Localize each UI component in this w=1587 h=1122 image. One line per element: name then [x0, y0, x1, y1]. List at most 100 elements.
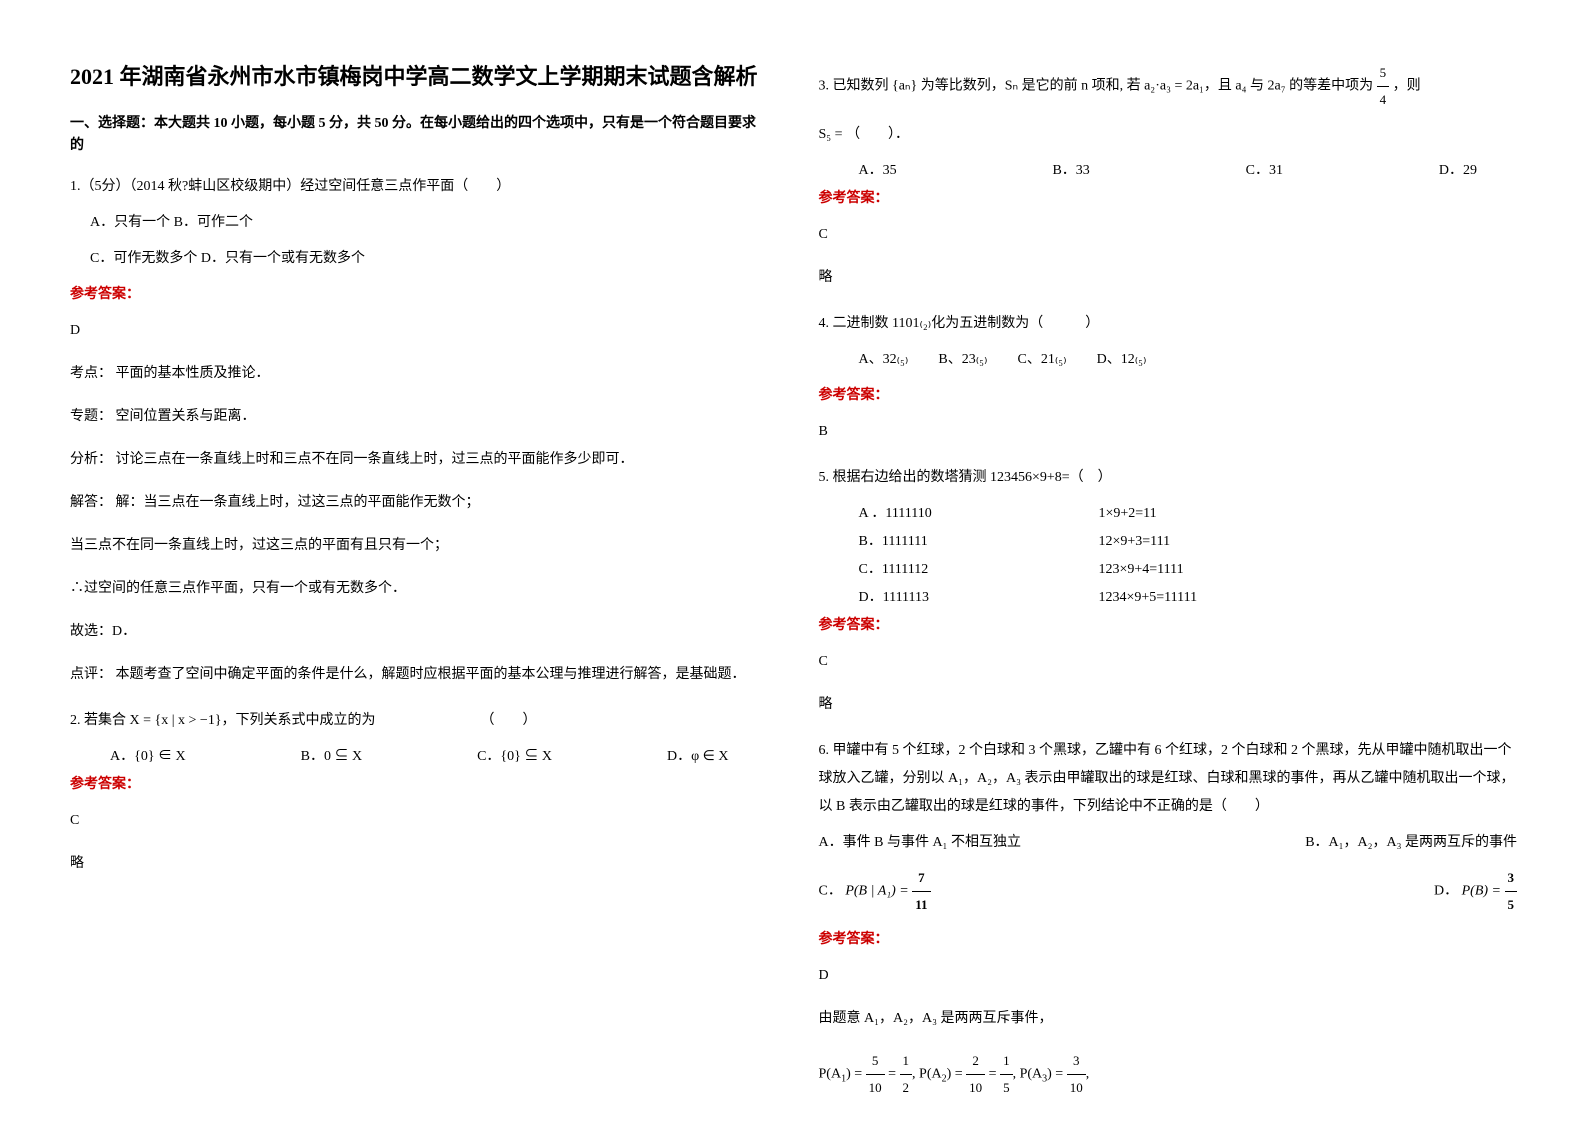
- q4-options: A、32₍₅₎ B、23₍₅₎ C、21₍₅₎ D、12₍₅₎: [859, 346, 1518, 374]
- q1-options-2: C．可作无数多个 D．只有一个或有无数多个: [90, 245, 769, 273]
- q6-optc-prefix: C．: [819, 884, 842, 899]
- q1-opt-d: D．只有一个或有无数多个: [201, 251, 365, 266]
- q3-opt-a: A．35: [859, 157, 897, 185]
- q2-opt-b: B．0 ⊆ X: [301, 743, 362, 771]
- question-3: 3. 已知数列 {aₙ} 为等比数列，Sₙ 是它的前 n 项和, 若 a₂·a₃…: [819, 60, 1518, 292]
- q6-explain1: 由题意 A₁，A₂，A₃ 是两两互斥事件，: [819, 1005, 1518, 1033]
- zhuanti-text: 空间位置关系与距离．: [116, 409, 256, 424]
- table-row: A ．1111110 1×9+2=11: [859, 500, 1518, 528]
- q2-opt-d: D．φ ∈ X: [667, 743, 729, 771]
- q1-answer: D: [70, 317, 769, 345]
- q1-jieda: 解答： 解：当三点在一条直线上时，过这三点的平面能作无数个；: [70, 489, 769, 517]
- question-2: 2. 若集合 X = {x | x > −1}，下列关系式中成立的为 （ ） A…: [70, 707, 769, 878]
- q5-answer: C: [819, 648, 1518, 676]
- q3-opt-c: C．31: [1246, 157, 1283, 185]
- q5-opt-b: B．1111111: [859, 528, 959, 556]
- q3-note: 略: [819, 264, 1518, 292]
- q6-text: 6. 甲罐中有 5 个红球，2 个白球和 3 个黑球，乙罐中有 6 个红球，2 …: [819, 737, 1518, 821]
- dianping-label: 点评：: [70, 667, 112, 682]
- q5-eq-a: 1×9+2=11: [1099, 500, 1239, 528]
- fraction-7-11: 711: [912, 865, 930, 918]
- question-5: 5. 根据右边给出的数塔猜测 123456×9+8=（ ） A ．1111110…: [819, 464, 1518, 719]
- q5-answer-label: 参考答案：: [819, 612, 1518, 640]
- q3-prefix: 3. 已知数列 {aₙ} 为等比数列，Sₙ 是它的前 n 项和, 若 a₂·a₃…: [819, 79, 1377, 94]
- q5-note: 略: [819, 691, 1518, 719]
- q6-optd-formula: P(B) =: [1462, 884, 1505, 899]
- q5-opt-a: A ．1111110: [859, 500, 959, 528]
- fraction-5-4: 54: [1377, 60, 1390, 113]
- q4-opt-c: C、21₍₅₎: [1017, 346, 1066, 374]
- q2-note: 略: [70, 850, 769, 878]
- q6-optd-prefix: D．: [1434, 884, 1458, 899]
- q6-opt-d: D． P(B) = 35: [1434, 865, 1517, 918]
- q5-text: 5. 根据右边给出的数塔猜测 123456×9+8=（ ）: [819, 464, 1518, 492]
- q3-answer-label: 参考答案：: [819, 185, 1518, 213]
- q2-text: 2. 若集合 X = {x | x > −1}，下列关系式中成立的为 （ ）: [70, 707, 769, 735]
- q3-s5: S₅ = （ ）．: [819, 121, 1518, 149]
- q1-options: A．只有一个 B．可作二个: [90, 209, 769, 237]
- q2-opt-a: A．{0} ∈ X: [110, 743, 186, 771]
- kaodian-text: 平面的基本性质及推论．: [116, 366, 270, 381]
- q1-dianping: 点评： 本题考查了空间中确定平面的条件是什么，解题时应根据平面的基本公理与推理进…: [70, 661, 769, 689]
- left-column: 2021 年湖南省永州市水市镇梅岗中学高二数学文上学期期末试题含解析 一、选择题…: [70, 60, 769, 1119]
- zhuanti-label: 专题：: [70, 409, 112, 424]
- q2-opt-c: C．{0} ⊆ X: [477, 743, 552, 771]
- q1-zhuanti: 专题： 空间位置关系与距离．: [70, 403, 769, 431]
- q1-opt-a: A．只有一个: [90, 215, 170, 230]
- q1-fenxi: 分析： 讨论三点在一条直线上时和三点不在同一条直线上时，过三点的平面能作多少即可…: [70, 446, 769, 474]
- fraction-3-5: 35: [1505, 865, 1518, 918]
- q4-answer-label: 参考答案：: [819, 382, 1518, 410]
- table-row: D．1111113 1234×9+5=11111: [859, 584, 1518, 612]
- q4-opt-a: A、32₍₅₎: [859, 346, 909, 374]
- fenxi-label: 分析：: [70, 452, 112, 467]
- q6-optc-formula: P(B | A₁) =: [845, 884, 912, 899]
- q6-opt-a: A．事件 B 与事件 A₁ 不相互独立: [819, 829, 1021, 857]
- q6-opt-b: B．A₁，A₂，A₃ 是两两互斥的事件: [1305, 829, 1517, 857]
- kaodian-label: 考点：: [70, 366, 112, 381]
- q6-opts-row2: C． P(B | A₁) = 711 D． P(B) = 35: [819, 865, 1518, 918]
- q1-text: 1.（5分）（2014 秋?蚌山区校级期中）经过空间任意三点作平面（ ）: [70, 173, 769, 201]
- q6-explain2: P(A1) = 510 = 12, P(A2) = 210 = 15, P(A3…: [819, 1048, 1518, 1101]
- q2-answer: C: [70, 807, 769, 835]
- q6-opt-c: C． P(B | A₁) = 711: [819, 865, 931, 918]
- q3-answer: C: [819, 221, 1518, 249]
- q3-text: 3. 已知数列 {aₙ} 为等比数列，Sₙ 是它的前 n 项和, 若 a₂·a₃…: [819, 60, 1518, 113]
- q3-opt-b: B．33: [1052, 157, 1089, 185]
- q4-text: 4. 二进制数 1101₍₂₎化为五进制数为（ ）: [819, 310, 1518, 338]
- table-row: C．1111112 123×9+4=1111: [859, 556, 1518, 584]
- q1-opt-c: C．可作无数多个: [90, 251, 197, 266]
- page-container: 2021 年湖南省永州市水市镇梅岗中学高二数学文上学期期末试题含解析 一、选择题…: [70, 60, 1517, 1119]
- q5-opt-c: C．1111112: [859, 556, 959, 584]
- q4-opt-b: B、23₍₅₎: [938, 346, 987, 374]
- q1-opt-b: B．可作二个: [174, 215, 253, 230]
- q6-answer: D: [819, 962, 1518, 990]
- fenxi-text: 讨论三点在一条直线上时和三点不在同一条直线上时，过三点的平面能作多少即可．: [116, 452, 634, 467]
- q1-jieda2: 当三点不在同一条直线上时，过这三点的平面有且只有一个；: [70, 532, 769, 560]
- q5-eq-c: 123×9+4=1111: [1099, 556, 1239, 584]
- q3-opt-d: D．29: [1439, 157, 1477, 185]
- right-column: 3. 已知数列 {aₙ} 为等比数列，Sₙ 是它的前 n 项和, 若 a₂·a₃…: [819, 60, 1518, 1119]
- q3-suffix: ，则: [1393, 79, 1421, 94]
- q4-opt-d: D、12₍₅₎: [1097, 346, 1147, 374]
- dianping-text: 本题考查了空间中确定平面的条件是什么，解题时应根据平面的基本公理与推理进行解答，…: [116, 667, 746, 682]
- document-title: 2021 年湖南省永州市水市镇梅岗中学高二数学文上学期期末试题含解析: [70, 60, 769, 93]
- q5-eq-d: 1234×9+5=11111: [1099, 584, 1239, 612]
- q2-options: A．{0} ∈ X B．0 ⊆ X C．{0} ⊆ X D．φ ∈ X: [110, 743, 769, 771]
- q3-options: A．35 B．33 C．31 D．29: [859, 157, 1518, 185]
- q1-kaodian: 考点： 平面的基本性质及推论．: [70, 360, 769, 388]
- question-1: 1.（5分）（2014 秋?蚌山区校级期中）经过空间任意三点作平面（ ） A．只…: [70, 173, 769, 689]
- q6-answer-label: 参考答案：: [819, 926, 1518, 954]
- q2-answer-label: 参考答案：: [70, 771, 769, 799]
- q5-pattern-table: A ．1111110 1×9+2=11 B．1111111 12×9+3=111…: [859, 500, 1518, 612]
- jieda-label: 解答：: [70, 495, 112, 510]
- q4-answer: B: [819, 418, 1518, 446]
- q1-answer-label: 参考答案：: [70, 281, 769, 309]
- question-4: 4. 二进制数 1101₍₂₎化为五进制数为（ ） A、32₍₅₎ B、23₍₅…: [819, 310, 1518, 446]
- q6-opts-row1: A．事件 B 与事件 A₁ 不相互独立 B．A₁，A₂，A₃ 是两两互斥的事件: [819, 829, 1518, 857]
- question-6: 6. 甲罐中有 5 个红球，2 个白球和 3 个黑球，乙罐中有 6 个红球，2 …: [819, 737, 1518, 1101]
- q5-eq-b: 12×9+3=111: [1099, 528, 1239, 556]
- q1-jieda3: ∴过空间的任意三点作平面，只有一个或有无数多个．: [70, 575, 769, 603]
- jieda-text: 解：当三点在一条直线上时，过这三点的平面能作无数个；: [116, 495, 480, 510]
- table-row: B．1111111 12×9+3=111: [859, 528, 1518, 556]
- q1-jieda4: 故选：D．: [70, 618, 769, 646]
